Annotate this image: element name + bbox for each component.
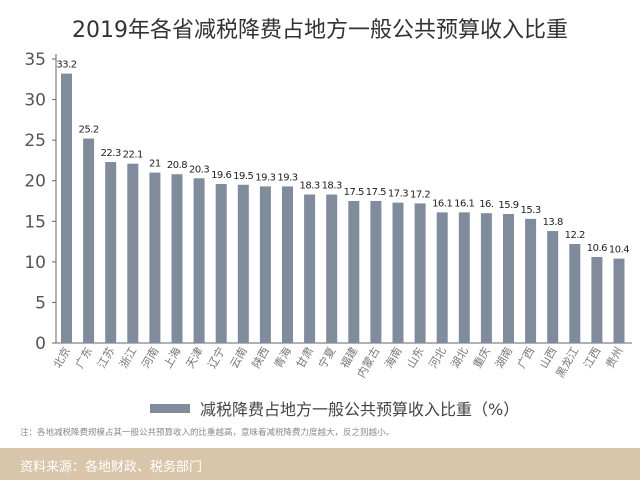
bar xyxy=(61,73,72,343)
bar xyxy=(547,231,559,343)
x-tick-label: 浙江 xyxy=(117,345,139,371)
bar xyxy=(171,174,183,343)
x-tick-label: 辽宁 xyxy=(205,345,228,371)
y-tick-label: 15 xyxy=(24,212,46,232)
x-tick-label: 宁夏 xyxy=(315,345,338,371)
x-tick-label: 贵州 xyxy=(603,345,625,371)
y-tick-label: 35 xyxy=(24,50,46,70)
y-tick-label: 30 xyxy=(24,91,46,111)
bar xyxy=(370,201,382,343)
y-tick-label: 5 xyxy=(35,293,46,313)
data-label: 13.8 xyxy=(543,217,563,228)
x-tick-label: 青海 xyxy=(271,345,294,371)
source-footer: 资料来源：各地财政、税务部门 xyxy=(0,448,640,480)
legend-swatch xyxy=(150,403,190,413)
data-label: 33.2 xyxy=(56,60,76,71)
bar xyxy=(436,212,448,343)
data-label: 20.8 xyxy=(167,160,187,171)
x-tick-label: 北京 xyxy=(50,345,73,371)
bar xyxy=(503,213,514,343)
data-label: 19.3 xyxy=(255,172,275,183)
bar xyxy=(105,162,117,343)
x-tick-label: 山西 xyxy=(537,345,559,371)
x-tick-label: 江苏 xyxy=(95,345,117,371)
y-tick-label: 10 xyxy=(24,253,46,273)
x-tick-label: 广东 xyxy=(73,345,95,371)
x-tick-label: 重庆 xyxy=(470,345,493,371)
x-tick-label: 黑龙江 xyxy=(554,345,582,380)
data-label: 12.2 xyxy=(565,230,585,241)
data-label: 21 xyxy=(149,159,161,170)
x-tick-label: 广西 xyxy=(515,345,537,371)
bar xyxy=(237,184,249,343)
bar xyxy=(282,186,293,343)
data-label: 17.5 xyxy=(366,187,386,198)
x-tick-label: 江西 xyxy=(581,345,603,371)
x-tick-label: 山东 xyxy=(404,345,426,371)
data-label: 18.3 xyxy=(322,181,342,192)
x-tick-label: 上海 xyxy=(160,345,183,371)
x-tick-label: 河北 xyxy=(427,345,449,371)
data-label: 10.6 xyxy=(587,243,607,254)
x-tick-label: 福建 xyxy=(337,345,360,371)
x-tick-label: 云南 xyxy=(228,345,250,371)
bar xyxy=(480,213,492,343)
data-label: 15.9 xyxy=(498,200,518,211)
data-label: 22.3 xyxy=(101,148,121,159)
data-label: 15.3 xyxy=(520,205,540,216)
data-label: 10.4 xyxy=(609,245,629,256)
legend: 减税降费占地方一般公共预算收入比重（%） xyxy=(150,396,519,420)
data-label: 20.3 xyxy=(189,164,209,175)
x-tick-label: 湖北 xyxy=(449,345,471,371)
bar xyxy=(259,186,271,343)
data-label: 17.3 xyxy=(388,189,408,200)
y-tick-label: 25 xyxy=(24,131,46,151)
x-tick-label: 天津 xyxy=(183,345,205,371)
bar xyxy=(392,202,404,343)
data-label: 16.1 xyxy=(432,198,452,209)
bar xyxy=(525,218,537,343)
bar-chart: 0 5 10 15 20 25 30 35 33.2 北京 25.2 广东 22.3 江苏 22.1 浙江 21… xyxy=(24,50,632,381)
y-tick-label: 20 xyxy=(24,172,46,192)
data-label: 19.3 xyxy=(277,172,297,183)
bar xyxy=(127,163,139,343)
bar xyxy=(458,212,470,343)
bar xyxy=(414,203,426,343)
bar xyxy=(193,178,205,343)
data-label: 16. xyxy=(479,199,494,210)
legend-label: 减税降费占地方一般公共预算收入比重（%） xyxy=(200,400,520,419)
bar xyxy=(149,172,161,343)
x-tick-label: 陕西 xyxy=(249,345,272,371)
y-tick-label: 0 xyxy=(35,334,46,354)
source-text: 资料来源：各地财政、税务部门 xyxy=(20,460,203,475)
bar xyxy=(83,138,95,343)
bar xyxy=(613,258,625,343)
x-tick-label: 湖南 xyxy=(493,345,515,371)
data-label: 17.5 xyxy=(344,187,364,198)
data-label: 16.1 xyxy=(454,198,474,209)
bar xyxy=(304,194,316,343)
footnote: 注：各地减税降费规模占其一般公共预算收入的比重越高，意味着减税降费力度越大，反之… xyxy=(20,428,395,438)
bar xyxy=(215,183,227,343)
x-tick-label: 内蒙古 xyxy=(354,345,383,381)
bar xyxy=(591,256,603,343)
data-label: 25.2 xyxy=(78,125,98,136)
bar xyxy=(348,201,360,343)
data-label: 19.6 xyxy=(211,170,231,181)
x-tick-label: 海南 xyxy=(381,345,404,371)
data-label: 22.1 xyxy=(123,150,143,161)
bar xyxy=(569,244,581,343)
bar xyxy=(326,194,338,343)
x-tick-label: 甘肃 xyxy=(294,345,316,371)
data-label: 19.5 xyxy=(233,171,253,182)
chart-title: 2019年各省减税降费占地方一般公共预算收入比重 xyxy=(72,18,568,43)
data-label: 18.3 xyxy=(299,181,319,192)
x-tick-label: 河南 xyxy=(139,345,161,371)
data-label: 17.2 xyxy=(410,189,430,200)
